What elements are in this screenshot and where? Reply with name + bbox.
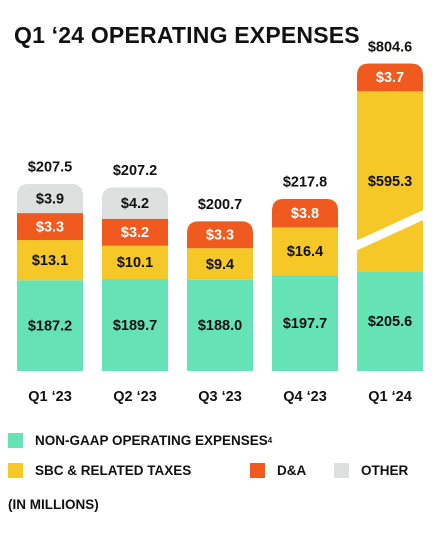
data-label-other-1: $4.2 — [121, 196, 149, 212]
bar-other-0 — [17, 183, 83, 214]
total-label-0: $207.5 — [28, 160, 72, 176]
bar-da-3 — [272, 198, 338, 228]
total-label-2: $200.7 — [198, 197, 242, 213]
bar-non_gaap-4 — [357, 271, 423, 371]
data-label-sbc-0: $13.1 — [32, 253, 68, 269]
bar-da-4 — [357, 63, 423, 92]
tick-label-3: Q4 ‘23 — [283, 389, 327, 405]
data-label-non_gaap-2: $188.0 — [198, 318, 242, 334]
legend-row-1: NON-GAAP OPERATING EXPENSES 4 — [8, 431, 272, 449]
legend-label-da: D&A — [277, 462, 307, 478]
legend-swatch-sbc — [8, 462, 23, 478]
data-label-da-3: $3.8 — [291, 206, 319, 222]
legend-label-other: OTHER — [361, 462, 409, 478]
tick-label-4: Q1 ‘24 — [368, 389, 412, 405]
bar-da-1 — [102, 218, 168, 246]
legend-swatch-other — [334, 462, 349, 478]
tick-label-0: Q1 ‘23 — [28, 389, 72, 405]
legend-item-other: OTHER — [334, 462, 409, 478]
bar-da-2 — [187, 221, 253, 249]
legend-item-sbc: SBC & RELATED TAXES — [8, 462, 192, 478]
legend-swatch-non-gaap — [8, 432, 23, 448]
bar-non_gaap-2 — [187, 279, 253, 371]
legend-label-sbc: SBC & RELATED TAXES — [35, 462, 192, 478]
legend-row-2: SBC & RELATED TAXES D&A OTHER — [8, 461, 438, 479]
legend-swatch-da — [250, 462, 265, 478]
bar-non_gaap-3 — [272, 275, 338, 371]
total-label-4: $804.6 — [368, 39, 412, 55]
tick-label-2: Q3 ‘23 — [198, 389, 242, 405]
bar-sbc-3 — [272, 227, 338, 276]
data-label-other-0: $3.9 — [36, 191, 64, 207]
stacked-bar-chart: $187.2 $13.1 $3.3 $3.9 $207.5 Q1 ‘23 $189.7 $10… — [17, 39, 425, 405]
legend-footnote-marker: 4 — [267, 435, 273, 445]
data-label-da-0: $3.3 — [36, 219, 64, 235]
legend-item-non-gaap: NON-GAAP OPERATING EXPENSES 4 — [8, 432, 273, 448]
data-label-da-2: $3.3 — [206, 228, 234, 244]
total-label-3: $217.8 — [283, 175, 327, 191]
bar-sbc-2 — [187, 248, 253, 280]
data-label-sbc-1: $10.1 — [117, 255, 153, 271]
bar-non_gaap-1 — [102, 278, 168, 371]
data-label-sbc-2: $9.4 — [206, 257, 234, 273]
bar-sbc-1 — [102, 245, 168, 279]
data-label-da-1: $3.2 — [121, 225, 149, 241]
data-label-non_gaap-1: $189.7 — [113, 318, 157, 334]
bar-other-1 — [102, 187, 168, 219]
bar-sbc-0 — [17, 240, 83, 281]
legend-label-non-gaap: NON-GAAP OPERATING EXPENSES — [35, 432, 268, 448]
units-note: (IN MILLIONS) — [8, 497, 99, 512]
data-label-sbc-3: $16.4 — [287, 244, 323, 260]
legend-item-da: D&A — [250, 462, 307, 478]
chart-title: Q1 ‘24 OPERATING EXPENSES — [14, 22, 360, 48]
total-label-1: $207.2 — [113, 163, 157, 179]
bar-da-0 — [17, 213, 83, 241]
data-label-non_gaap-0: $187.2 — [28, 318, 72, 334]
data-label-sbc-4: $595.3 — [368, 174, 412, 190]
tick-label-1: Q2 ‘23 — [113, 389, 157, 405]
data-label-non_gaap-4: $205.6 — [368, 314, 412, 330]
data-label-non_gaap-3: $197.7 — [283, 316, 327, 332]
bar-non_gaap-0 — [17, 280, 83, 371]
data-label-da-4: $3.7 — [376, 70, 404, 86]
axis-break-4 — [355, 209, 425, 252]
